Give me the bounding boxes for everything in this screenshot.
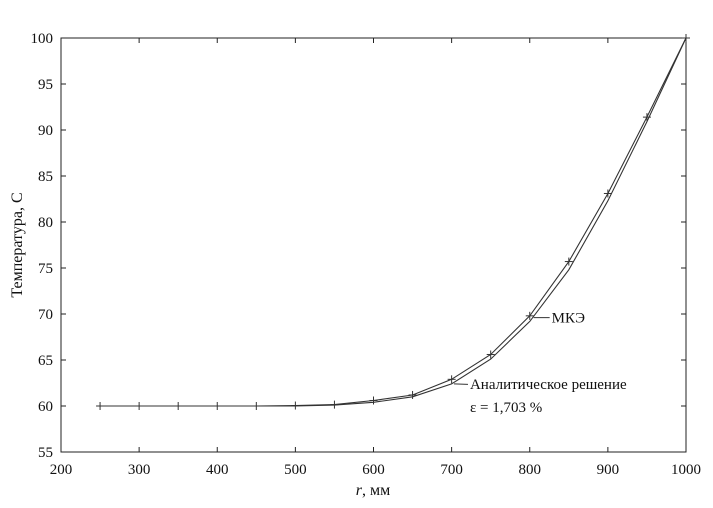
annotation-layer: МКЭ Аналитическое решение ε = 1,703 % xyxy=(453,311,627,416)
y-tick-label: 100 xyxy=(31,31,54,47)
data-point-marker xyxy=(486,350,495,359)
data-point-marker xyxy=(525,311,534,320)
data-point-marker xyxy=(564,257,573,266)
x-tick-label: 200 xyxy=(50,462,73,478)
x-axis-unit: , мм xyxy=(362,482,390,499)
y-tick-label: 80 xyxy=(38,215,53,231)
data-point-marker xyxy=(369,396,378,405)
y-tick-label: 65 xyxy=(38,353,53,369)
x-axis-title: r, мм xyxy=(356,482,390,499)
x-tick-label: 700 xyxy=(440,462,463,478)
y-axis-ticks: 55 60 65 70 75 80 85 90 95 100 xyxy=(31,31,686,461)
x-tick-label: 500 xyxy=(284,462,307,478)
data-point-marker xyxy=(408,390,417,399)
y-tick-label: 70 xyxy=(38,307,53,323)
data-point-marker xyxy=(447,375,456,384)
y-tick-label: 95 xyxy=(38,77,53,93)
x-tick-label: 600 xyxy=(362,462,385,478)
x-axis-variable: r xyxy=(356,482,363,499)
x-axis-ticks: 200 300 400 500 600 700 800 900 1000 xyxy=(50,38,701,478)
x-tick-label: 800 xyxy=(519,462,542,478)
y-tick-label: 85 xyxy=(38,169,53,185)
y-tick-label: 75 xyxy=(38,261,53,277)
annotation-label-analytic: Аналитическое решение xyxy=(470,377,627,393)
annotation-label-mke: МКЭ xyxy=(552,311,586,327)
series-line-0 xyxy=(100,37,687,407)
series-line-1 xyxy=(100,37,687,407)
data-point-marker xyxy=(642,113,651,122)
x-tick-label: 400 xyxy=(206,462,229,478)
x-tick-label: 300 xyxy=(128,462,151,478)
annotation-leader-analytic xyxy=(453,383,468,385)
annotation-error: ε = 1,703 % xyxy=(470,400,542,416)
y-tick-label: 90 xyxy=(38,123,53,139)
series-layer xyxy=(96,34,690,410)
x-tick-label: 900 xyxy=(597,462,620,478)
data-point-marker xyxy=(603,189,612,198)
y-tick-label: 55 xyxy=(38,445,53,461)
y-axis-title: Температура, С xyxy=(9,192,26,297)
x-tick-label: 1000 xyxy=(671,462,701,478)
y-tick-label: 60 xyxy=(38,399,53,415)
